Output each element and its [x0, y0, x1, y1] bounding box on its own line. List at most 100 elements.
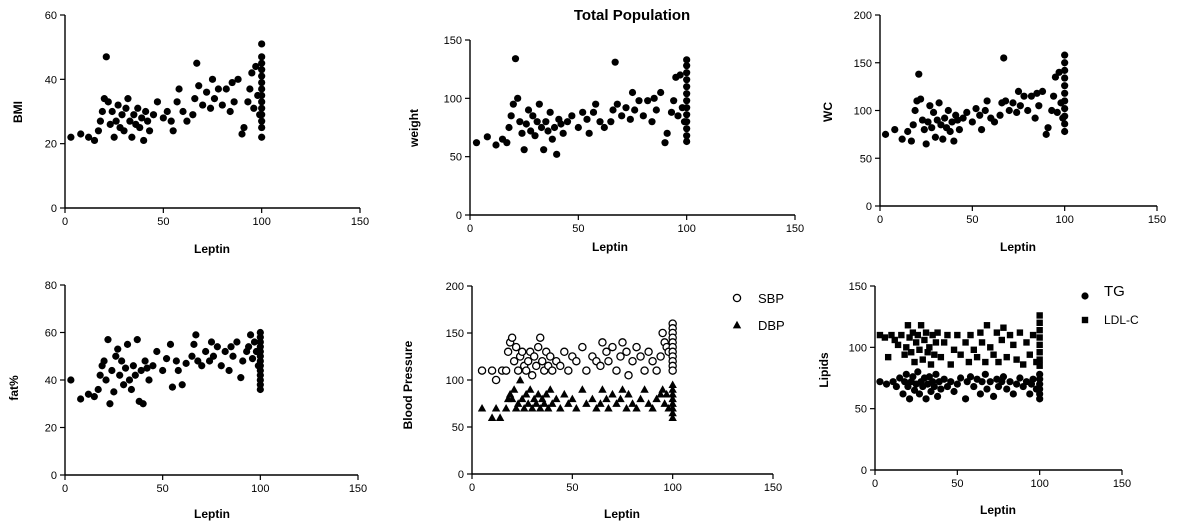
- data-point: [977, 126, 986, 134]
- data-point: [190, 340, 198, 348]
- data-point: [981, 106, 989, 115]
- data-point: [1005, 106, 1013, 115]
- data-point: [882, 380, 891, 388]
- x-tick-label: 50: [157, 216, 169, 228]
- data-point: [1036, 395, 1044, 403]
- x-tick-label: 100: [677, 223, 695, 235]
- data-point: [668, 366, 677, 375]
- data-point: [944, 331, 951, 339]
- data-point: [1033, 89, 1041, 97]
- data-point: [513, 366, 523, 375]
- data-point: [162, 355, 171, 363]
- data-point: [141, 357, 149, 365]
- data-point: [1038, 87, 1047, 95]
- y-tick-label: 100: [849, 342, 867, 354]
- data-point: [516, 118, 524, 126]
- data-point: [915, 390, 924, 398]
- data-point: [901, 351, 908, 358]
- data-point: [193, 59, 201, 67]
- data-point: [568, 112, 576, 120]
- data-point: [84, 390, 93, 398]
- data-point: [592, 100, 600, 108]
- data-point: [618, 338, 627, 347]
- data-point: [491, 404, 501, 412]
- data-point: [1010, 341, 1017, 349]
- data-point: [929, 331, 936, 339]
- data-point: [511, 342, 521, 352]
- data-point: [652, 106, 660, 114]
- data-point: [650, 94, 658, 102]
- data-point: [914, 331, 922, 339]
- data-point: [644, 399, 653, 407]
- legend-marker-dbp: [732, 320, 742, 329]
- data-point: [208, 75, 217, 83]
- data-point: [660, 399, 669, 407]
- data-point: [953, 116, 962, 124]
- data-point: [159, 366, 167, 375]
- series-points: [67, 328, 264, 408]
- data-point: [256, 385, 264, 394]
- data-point: [85, 133, 93, 141]
- data-point: [635, 97, 643, 105]
- data-point: [970, 346, 977, 353]
- data-point: [509, 100, 517, 108]
- y-tick-label: 50: [855, 404, 867, 416]
- y-tick-label: 40: [45, 74, 57, 86]
- data-point: [114, 345, 122, 353]
- data-point: [108, 107, 116, 116]
- data-point: [487, 366, 497, 375]
- data-point: [996, 111, 1004, 119]
- data-point: [572, 404, 581, 412]
- data-point: [248, 69, 256, 77]
- data-point: [477, 366, 487, 375]
- data-point: [648, 118, 656, 126]
- data-point: [139, 400, 147, 408]
- data-point: [1009, 99, 1017, 107]
- data-point: [250, 104, 258, 112]
- data-point: [917, 95, 925, 103]
- x-tick-label: 0: [872, 478, 878, 490]
- data-point: [472, 139, 481, 147]
- data-point: [644, 347, 653, 357]
- legend: SBP DBP: [732, 291, 785, 333]
- data-point: [946, 127, 954, 136]
- data-point: [123, 340, 132, 348]
- data-point: [916, 346, 923, 353]
- data-point: [258, 66, 266, 74]
- data-point: [622, 404, 631, 412]
- data-point: [477, 404, 487, 412]
- data-point: [67, 133, 75, 141]
- data-point: [668, 408, 677, 417]
- data-point: [898, 331, 905, 339]
- legend-marker-tg: [1081, 292, 1089, 300]
- data-point: [896, 374, 904, 382]
- x-axis-label: Leptin: [194, 242, 230, 256]
- y-axis-label: fat%: [7, 375, 21, 401]
- data-point: [559, 129, 567, 137]
- data-point: [258, 111, 266, 119]
- data-point: [153, 347, 161, 356]
- data-point: [658, 328, 667, 338]
- data-point: [589, 108, 598, 116]
- panel-bmi: 0 50 100 150 0 20 40 60 Leptin BMI: [11, 10, 369, 256]
- data-point: [1026, 351, 1033, 358]
- data-point: [668, 404, 677, 412]
- x-tick-label: 0: [877, 214, 883, 226]
- data-point: [258, 53, 266, 61]
- y-axis-label: Blood Pressure: [401, 340, 415, 429]
- data-point: [519, 404, 529, 412]
- data-point: [622, 104, 630, 112]
- data-point: [522, 120, 530, 128]
- data-point: [1023, 339, 1030, 346]
- data-point: [884, 353, 892, 361]
- x-tick-label: 150: [351, 216, 369, 228]
- data-point: [153, 98, 162, 106]
- y-tick-label: 50: [452, 422, 464, 434]
- data-point: [206, 104, 215, 112]
- data-point: [130, 111, 138, 119]
- data-point: [683, 56, 691, 64]
- data-point: [616, 352, 625, 361]
- data-point: [145, 127, 154, 135]
- y-tick-label: 100: [444, 93, 462, 105]
- data-point: [954, 331, 961, 339]
